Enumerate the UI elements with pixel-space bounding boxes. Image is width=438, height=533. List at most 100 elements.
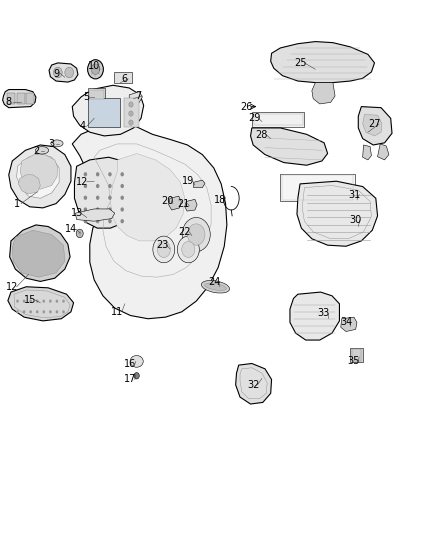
Text: 2: 2 <box>33 146 39 156</box>
Bar <box>88 98 120 127</box>
Circle shape <box>84 196 87 200</box>
Text: 18: 18 <box>214 195 226 205</box>
Polygon shape <box>72 85 144 136</box>
Bar <box>88 88 105 100</box>
Polygon shape <box>378 144 389 160</box>
Text: 25: 25 <box>294 58 306 68</box>
Polygon shape <box>312 83 335 104</box>
Polygon shape <box>341 317 357 332</box>
Polygon shape <box>194 180 205 188</box>
Polygon shape <box>290 292 339 340</box>
Bar <box>89 90 104 99</box>
Circle shape <box>36 310 39 313</box>
Ellipse shape <box>35 147 49 154</box>
Polygon shape <box>12 230 65 277</box>
Polygon shape <box>17 154 59 198</box>
Text: 1: 1 <box>14 199 20 208</box>
Text: 22: 22 <box>179 227 191 237</box>
Text: 8: 8 <box>6 98 12 107</box>
Text: 32: 32 <box>247 380 259 390</box>
Circle shape <box>23 310 25 313</box>
Bar <box>7 93 15 104</box>
Circle shape <box>96 172 99 176</box>
Bar <box>17 93 25 104</box>
Polygon shape <box>75 209 115 221</box>
Polygon shape <box>169 196 181 210</box>
Text: 12: 12 <box>76 177 88 187</box>
Polygon shape <box>18 175 40 194</box>
Circle shape <box>62 300 65 303</box>
Circle shape <box>76 229 83 238</box>
Circle shape <box>65 67 74 78</box>
Circle shape <box>23 300 25 303</box>
Circle shape <box>16 300 19 303</box>
Text: 27: 27 <box>368 119 381 129</box>
Circle shape <box>91 64 100 75</box>
Circle shape <box>88 60 103 79</box>
Text: 20: 20 <box>161 196 173 206</box>
Polygon shape <box>72 124 227 319</box>
Bar <box>282 175 353 200</box>
Polygon shape <box>358 107 392 145</box>
Circle shape <box>108 172 112 176</box>
Polygon shape <box>3 90 36 108</box>
Text: 7: 7 <box>135 91 141 101</box>
Circle shape <box>120 196 124 200</box>
Circle shape <box>29 300 32 303</box>
Polygon shape <box>49 63 78 82</box>
Circle shape <box>129 102 133 107</box>
Bar <box>114 72 132 83</box>
Text: 26: 26 <box>240 102 252 111</box>
Circle shape <box>153 236 175 263</box>
Text: 16: 16 <box>124 359 137 369</box>
Text: 24: 24 <box>208 278 221 287</box>
Text: 29: 29 <box>248 114 260 123</box>
Circle shape <box>42 300 45 303</box>
Ellipse shape <box>51 140 63 147</box>
Text: 31: 31 <box>349 190 361 199</box>
Text: 10: 10 <box>88 61 100 71</box>
Bar <box>350 348 363 362</box>
Text: 33: 33 <box>317 309 329 318</box>
Bar <box>26 93 34 104</box>
Text: 23: 23 <box>156 240 168 250</box>
Text: 34: 34 <box>340 318 352 327</box>
Circle shape <box>108 196 112 200</box>
Bar <box>124 98 139 127</box>
Circle shape <box>120 172 124 176</box>
Circle shape <box>49 310 52 313</box>
Circle shape <box>120 219 124 223</box>
Circle shape <box>108 219 112 223</box>
Circle shape <box>56 300 58 303</box>
Text: 14: 14 <box>65 224 78 234</box>
Circle shape <box>129 111 133 116</box>
Text: 5: 5 <box>83 92 89 102</box>
Circle shape <box>49 300 52 303</box>
Text: 15: 15 <box>24 295 36 304</box>
Circle shape <box>84 172 87 176</box>
Text: 11: 11 <box>111 307 124 317</box>
Text: 9: 9 <box>53 69 59 78</box>
Circle shape <box>129 120 133 125</box>
Circle shape <box>62 310 65 313</box>
Text: 12: 12 <box>6 282 18 292</box>
Ellipse shape <box>205 283 226 290</box>
Circle shape <box>42 310 45 313</box>
Circle shape <box>96 207 99 212</box>
Circle shape <box>29 310 32 313</box>
Circle shape <box>120 207 124 212</box>
Circle shape <box>182 217 210 252</box>
Bar <box>254 114 303 125</box>
Polygon shape <box>271 42 374 83</box>
Polygon shape <box>10 225 70 281</box>
Polygon shape <box>236 364 272 404</box>
Circle shape <box>157 241 170 257</box>
Circle shape <box>84 207 87 212</box>
Text: 4: 4 <box>79 122 85 131</box>
Bar <box>252 112 304 127</box>
Circle shape <box>84 184 87 188</box>
Text: 13: 13 <box>71 208 83 218</box>
Circle shape <box>84 219 87 223</box>
Polygon shape <box>8 287 74 321</box>
Text: 17: 17 <box>124 375 137 384</box>
